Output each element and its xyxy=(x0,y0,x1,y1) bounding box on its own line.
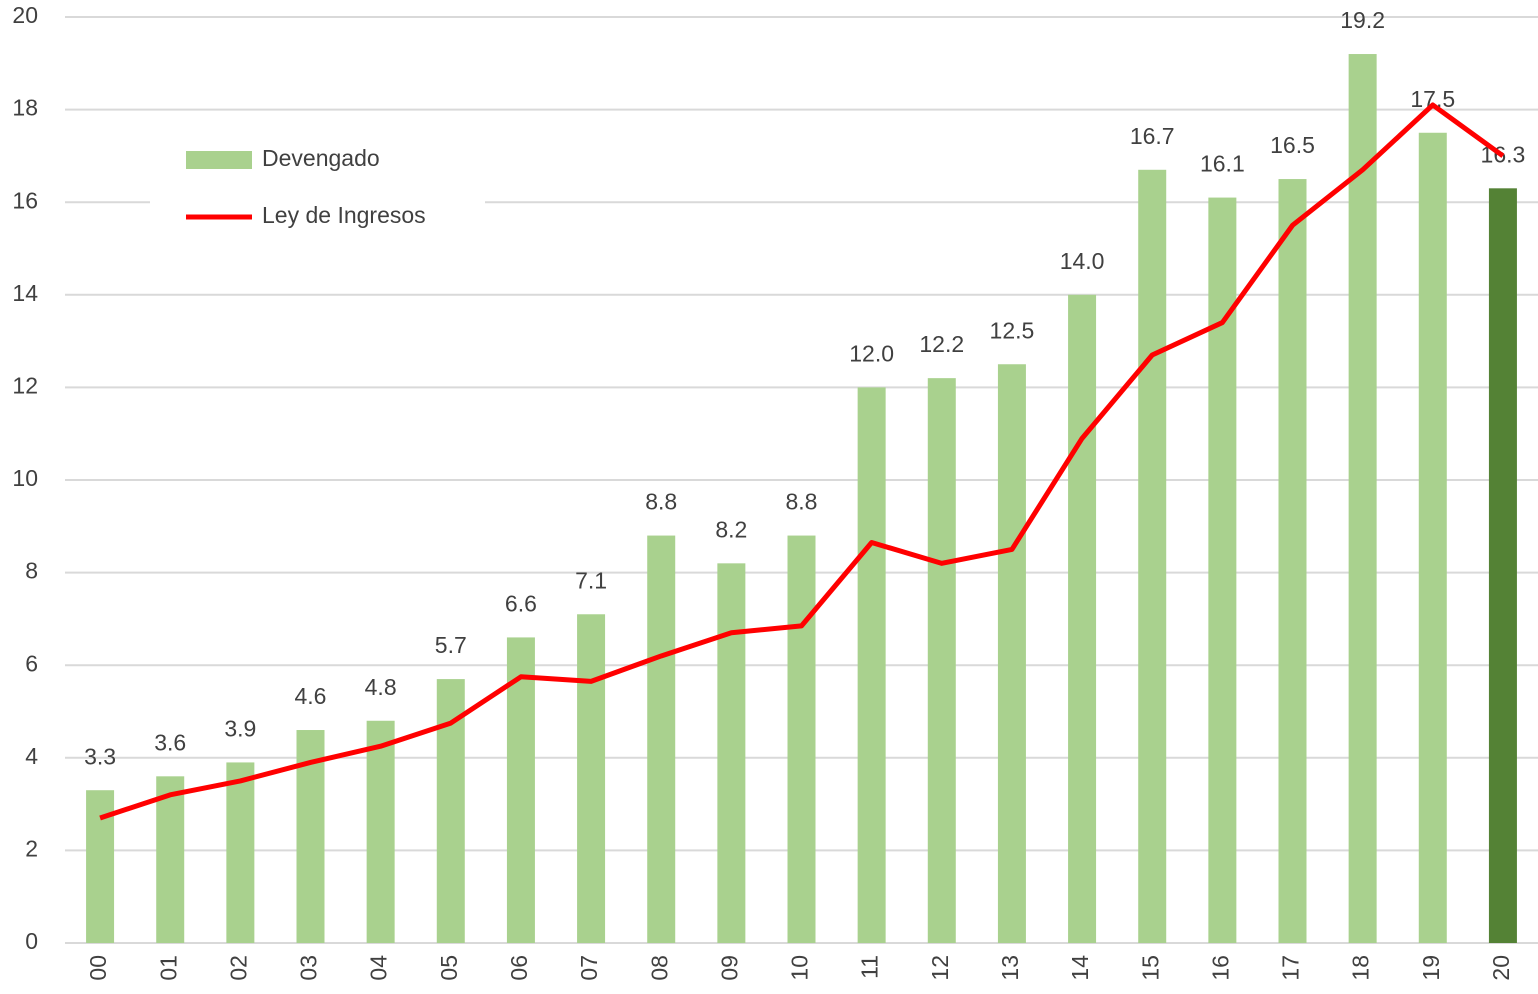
x-tick-label: 05 xyxy=(436,955,462,981)
x-tick-label: 12 xyxy=(927,955,953,981)
bar xyxy=(506,637,535,943)
data-label: 16.5 xyxy=(1270,132,1315,158)
x-tick-label: 20 xyxy=(1488,955,1514,981)
x-tick-label: 19 xyxy=(1418,955,1444,981)
data-label: 3.9 xyxy=(224,716,256,742)
bar xyxy=(1488,188,1517,943)
bar xyxy=(226,762,255,943)
data-label: 4.6 xyxy=(295,683,327,709)
x-tick-label: 15 xyxy=(1137,955,1163,981)
data-label: 14.0 xyxy=(1060,248,1105,274)
x-tick-label: 00 xyxy=(85,955,111,981)
bar xyxy=(1418,132,1447,943)
bar xyxy=(927,378,956,943)
legend-swatch xyxy=(186,151,252,169)
bar xyxy=(366,720,395,943)
x-tick-label: 01 xyxy=(155,955,181,981)
x-tick-label: 08 xyxy=(646,955,672,981)
x-tick-label: 03 xyxy=(296,955,322,981)
x-tick-label: 11 xyxy=(857,955,883,979)
x-tick-label: 02 xyxy=(225,955,251,981)
x-tick-label: 09 xyxy=(716,955,742,981)
bar xyxy=(787,535,816,943)
data-label: 12.5 xyxy=(990,317,1035,343)
data-label: 8.2 xyxy=(715,516,747,542)
bar xyxy=(1348,54,1377,944)
y-tick-label: 12 xyxy=(12,372,38,398)
data-label: 12.0 xyxy=(849,340,894,366)
line xyxy=(99,102,1505,821)
y-tick-label: 16 xyxy=(12,187,38,213)
x-tick-label: 06 xyxy=(506,955,532,981)
bar xyxy=(647,535,676,943)
data-label: 3.3 xyxy=(84,743,116,769)
y-tick-label: 20 xyxy=(12,2,38,28)
data-label: 12.2 xyxy=(919,331,964,357)
y-tick-label: 18 xyxy=(12,95,38,121)
y-tick-label: 6 xyxy=(25,650,38,676)
bar xyxy=(156,776,185,943)
y-tick-label: 0 xyxy=(25,928,38,954)
y-tick-label: 8 xyxy=(25,558,38,584)
x-tick-label: 17 xyxy=(1278,955,1304,981)
bar xyxy=(997,364,1026,943)
bar xyxy=(717,563,746,943)
y-tick-label: 14 xyxy=(12,280,38,306)
data-label: 16.7 xyxy=(1130,123,1175,149)
x-tick-label: 07 xyxy=(576,955,602,981)
x-tick-label: 18 xyxy=(1348,955,1374,981)
data-label: 19.2 xyxy=(1340,7,1385,33)
legend-label: Ley de Ingresos xyxy=(262,202,426,228)
data-label: 8.8 xyxy=(786,489,818,515)
data-label: 3.6 xyxy=(154,729,186,755)
x-tick-label: 14 xyxy=(1067,955,1093,981)
data-label: 6.6 xyxy=(505,590,537,616)
data-label: 5.7 xyxy=(435,632,467,658)
data-label: 16.1 xyxy=(1200,151,1245,177)
x-tick-label: 10 xyxy=(787,955,813,981)
bar xyxy=(1138,169,1167,944)
y-tick-label: 2 xyxy=(25,835,38,861)
bar xyxy=(857,387,886,943)
bar xyxy=(1068,294,1097,943)
bar xyxy=(577,614,606,943)
bar xyxy=(1278,179,1307,944)
x-tick-label: 13 xyxy=(997,955,1023,981)
x-tick-label: 04 xyxy=(366,955,392,981)
y-tick-label: 10 xyxy=(12,465,38,491)
y-tick-label: 4 xyxy=(25,743,38,769)
data-label: 7.1 xyxy=(575,567,607,593)
legend-box xyxy=(150,128,485,240)
legend-label: Devengado xyxy=(262,145,380,171)
data-label: 8.8 xyxy=(645,489,677,515)
x-tick-label: 16 xyxy=(1207,955,1233,981)
data-label: 4.8 xyxy=(365,674,397,700)
